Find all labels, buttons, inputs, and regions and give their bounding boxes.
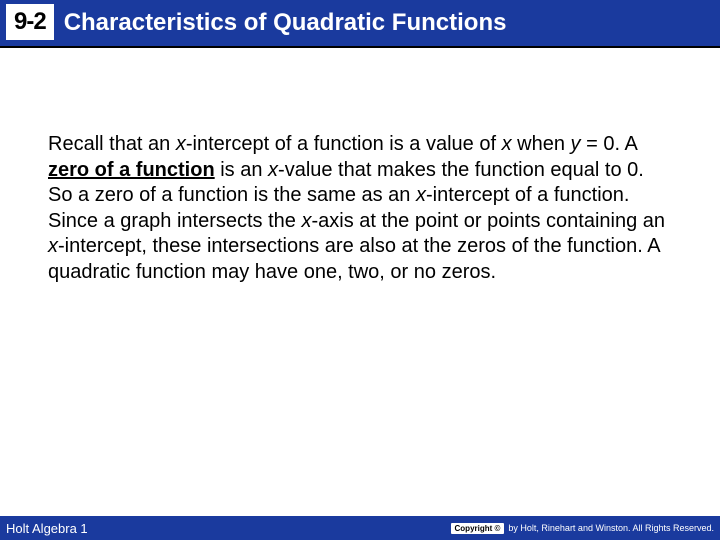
- slide-header: 9-2 Characteristics of Quadratic Functio…: [0, 0, 720, 48]
- text-run: -intercept of a function is a value of: [186, 133, 502, 155]
- body-paragraph: Recall that an x-intercept of a function…: [48, 132, 672, 286]
- slide-footer: Holt Algebra 1 Copyright © by Holt, Rine…: [0, 516, 720, 540]
- italic-x: x: [48, 235, 58, 257]
- text-run: -axis at the point or points containing …: [311, 210, 665, 232]
- copyright-badge: Copyright ©: [451, 523, 505, 534]
- section-number-badge: 9-2: [6, 4, 54, 40]
- term-zero-of-function: zero of a function: [48, 159, 215, 181]
- italic-y: y: [571, 133, 581, 155]
- text-run: = 0. A: [581, 133, 637, 155]
- italic-x: x: [502, 133, 512, 155]
- italic-x: x: [416, 184, 426, 206]
- slide-title: Characteristics of Quadratic Functions: [64, 9, 507, 37]
- text-run: is an: [215, 159, 268, 181]
- footer-copyright: Copyright © by Holt, Rinehart and Winsto…: [451, 523, 714, 534]
- text-run: when: [512, 133, 571, 155]
- italic-x: x: [268, 159, 278, 181]
- italic-x: x: [176, 133, 186, 155]
- copyright-text: by Holt, Rinehart and Winston. All Right…: [508, 523, 714, 533]
- italic-x: x: [301, 210, 311, 232]
- footer-book-title: Holt Algebra 1: [6, 521, 88, 536]
- slide-content: Recall that an x-intercept of a function…: [0, 48, 720, 286]
- text-run: Recall that an: [48, 133, 176, 155]
- text-run: -intercept, these intersections are also…: [48, 235, 659, 283]
